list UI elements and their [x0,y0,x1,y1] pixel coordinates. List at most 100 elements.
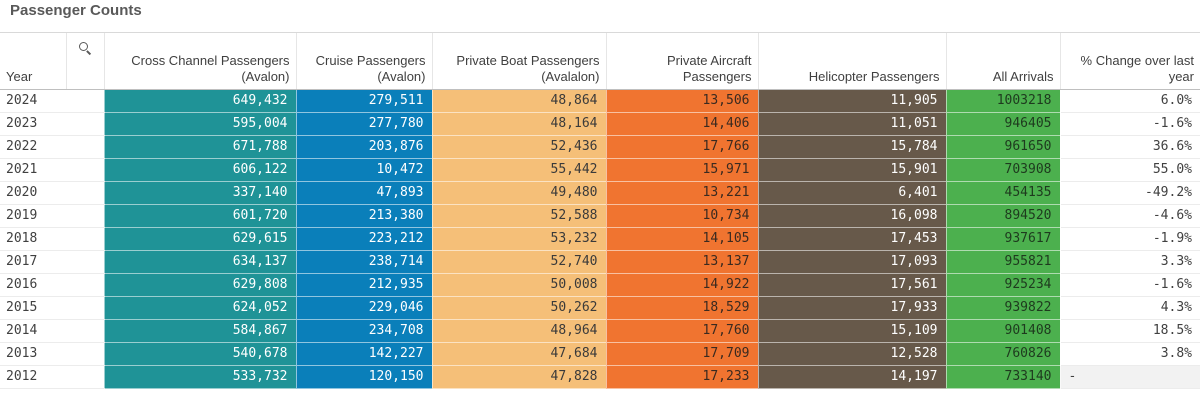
cell-boat[interactable]: 47,828 [431,365,606,389]
cell-cruise[interactable]: 212,935 [295,273,432,297]
cell-year[interactable]: 2015 [0,296,66,320]
cell-cross[interactable]: 584,867 [103,319,296,343]
cell-aircraft[interactable]: 14,922 [605,273,758,297]
cell-arrivals[interactable]: 925234 [945,273,1060,297]
cell-heli[interactable]: 6,401 [757,181,946,205]
cell-cross[interactable]: 649,432 [103,89,296,113]
cell-heli[interactable]: 17,933 [757,296,946,320]
cell-aircraft[interactable]: 17,709 [605,342,758,366]
cell-arrivals[interactable]: 733140 [945,365,1060,389]
column-header-cruise[interactable]: Cruise Passengers (Avalon) [295,32,432,90]
cell-percent-change[interactable]: -1.6% [1059,112,1200,136]
cell-heli[interactable]: 14,197 [757,365,946,389]
cell-heli[interactable]: 16,098 [757,204,946,228]
cell-percent-change[interactable]: -1.9% [1059,227,1200,251]
cell-percent-change[interactable]: 36.6% [1059,135,1200,159]
column-header-year[interactable]: Year [0,32,66,90]
cell-heli[interactable]: 15,784 [757,135,946,159]
table-row[interactable]: 2022 671,788 203,876 52,436 17,766 15,784 9616… [0,135,1200,159]
cell-arrivals[interactable]: 946405 [945,112,1060,136]
cell-aircraft[interactable]: 15,971 [605,158,758,182]
cell-year[interactable]: 2019 [0,204,66,228]
cell-aircraft[interactable]: 13,137 [605,250,758,274]
cell-percent-change[interactable]: 55.0% [1059,158,1200,182]
cell-aircraft[interactable]: 13,221 [605,181,758,205]
cell-boat[interactable]: 48,864 [431,89,606,113]
cell-year[interactable]: 2017 [0,250,66,274]
cell-year[interactable]: 2022 [0,135,66,159]
cell-year[interactable]: 2016 [0,273,66,297]
cell-year[interactable]: 2018 [0,227,66,251]
cell-heli[interactable]: 17,561 [757,273,946,297]
cell-cruise[interactable]: 120,150 [295,365,432,389]
cell-arrivals[interactable]: 961650 [945,135,1060,159]
cell-cruise[interactable]: 142,227 [295,342,432,366]
cell-boat[interactable]: 50,008 [431,273,606,297]
cell-arrivals[interactable]: 454135 [945,181,1060,205]
cell-boat[interactable]: 52,588 [431,204,606,228]
cell-year[interactable]: 2020 [0,181,66,205]
table-row[interactable]: 2018 629,615 223,212 53,232 14,105 17,453 9376… [0,227,1200,251]
cell-cruise[interactable]: 238,714 [295,250,432,274]
cell-aircraft[interactable]: 17,766 [605,135,758,159]
cell-cruise[interactable]: 229,046 [295,296,432,320]
cell-year[interactable]: 2013 [0,342,66,366]
cell-heli[interactable]: 11,905 [757,89,946,113]
cell-boat[interactable]: 47,684 [431,342,606,366]
cell-percent-change[interactable]: - [1059,365,1200,389]
table-row[interactable]: 2020 337,140 47,893 49,480 13,221 6,401 454135… [0,181,1200,205]
cell-aircraft[interactable]: 14,406 [605,112,758,136]
cell-cross[interactable]: 624,052 [103,296,296,320]
column-header-private-boat[interactable]: Private Boat Passengers (Avalalon) [431,32,606,90]
cell-arrivals[interactable]: 939822 [945,296,1060,320]
cell-cruise[interactable]: 10,472 [295,158,432,182]
cell-arrivals[interactable]: 703908 [945,158,1060,182]
cell-cross[interactable]: 337,140 [103,181,296,205]
table-row[interactable]: 2019 601,720 213,380 52,588 10,734 16,098 8945… [0,204,1200,228]
cell-arrivals[interactable]: 894520 [945,204,1060,228]
table-row[interactable]: 2014 584,867 234,708 48,964 17,760 15,109 9014… [0,319,1200,343]
cell-boat[interactable]: 55,442 [431,158,606,182]
cell-boat[interactable]: 52,436 [431,135,606,159]
table-row[interactable]: 2017 634,137 238,714 52,740 13,137 17,093 9558… [0,250,1200,274]
table-row[interactable]: 2015 624,052 229,046 50,262 18,529 17,933 9398… [0,296,1200,320]
cell-aircraft[interactable]: 17,760 [605,319,758,343]
table-row[interactable]: 2013 540,678 142,227 47,684 17,709 12,528 7608… [0,342,1200,366]
cell-boat[interactable]: 48,964 [431,319,606,343]
cell-arrivals[interactable]: 1003218 [945,89,1060,113]
cell-arrivals[interactable]: 955821 [945,250,1060,274]
cell-boat[interactable]: 53,232 [431,227,606,251]
cell-percent-change[interactable]: -4.6% [1059,204,1200,228]
table-row[interactable]: 2012 533,732 120,150 47,828 17,233 14,197 7331… [0,365,1200,389]
cell-boat[interactable]: 52,740 [431,250,606,274]
cell-percent-change[interactable]: 6.0% [1059,89,1200,113]
cell-cross[interactable]: 629,615 [103,227,296,251]
column-header-helicopter[interactable]: Helicopter Passengers [757,32,946,90]
table-row[interactable]: 2024 649,432 279,511 48,864 13,506 11,905 1003… [0,89,1200,113]
cell-boat[interactable]: 49,480 [431,181,606,205]
cell-aircraft[interactable]: 10,734 [605,204,758,228]
cell-aircraft[interactable]: 13,506 [605,89,758,113]
cell-arrivals[interactable]: 760826 [945,342,1060,366]
column-header-percent-change[interactable]: % Change over last year [1059,32,1200,90]
cell-cross[interactable]: 601,720 [103,204,296,228]
cell-heli[interactable]: 15,109 [757,319,946,343]
cell-percent-change[interactable]: 18.5% [1059,319,1200,343]
table-row[interactable]: 2016 629,808 212,935 50,008 14,922 17,561 9252… [0,273,1200,297]
cell-year[interactable]: 2024 [0,89,66,113]
column-header-private-aircraft[interactable]: Private Aircraft Passengers [605,32,758,90]
cell-aircraft[interactable]: 18,529 [605,296,758,320]
cell-percent-change[interactable]: 3.3% [1059,250,1200,274]
column-header-cross-channel[interactable]: Cross Channel Passengers (Avalon) [103,32,296,90]
cell-year[interactable]: 2014 [0,319,66,343]
cell-cruise[interactable]: 213,380 [295,204,432,228]
cell-boat[interactable]: 48,164 [431,112,606,136]
cell-percent-change[interactable]: -1.6% [1059,273,1200,297]
year-search-button[interactable] [65,32,104,90]
cell-cross[interactable]: 540,678 [103,342,296,366]
cell-percent-change[interactable]: 4.3% [1059,296,1200,320]
cell-percent-change[interactable]: 3.8% [1059,342,1200,366]
cell-cruise[interactable]: 277,780 [295,112,432,136]
cell-year[interactable]: 2012 [0,365,66,389]
cell-arrivals[interactable]: 937617 [945,227,1060,251]
